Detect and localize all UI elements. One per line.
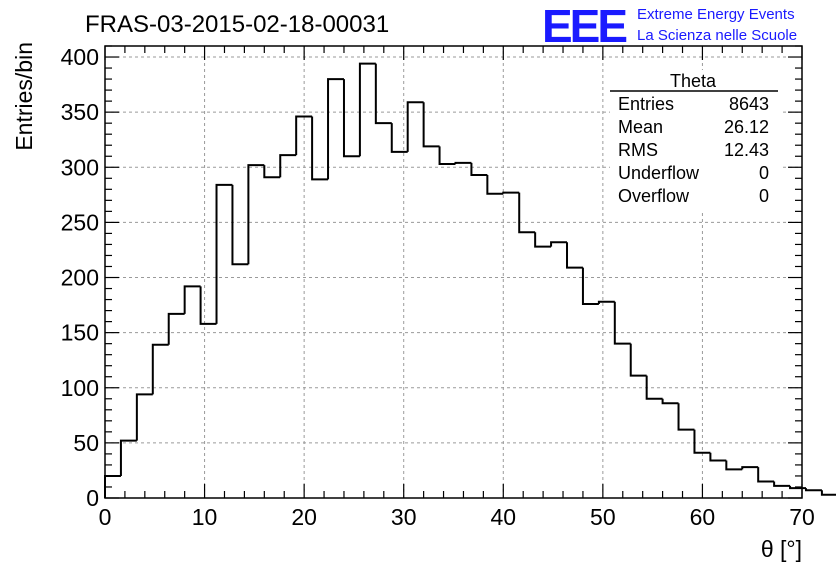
stats-row-value: 0 [759,186,769,206]
histogram-bin [295,115,313,156]
y-tick-label: 100 [61,375,99,401]
histogram-bin [183,285,201,314]
stats-row-label: Mean [618,117,663,137]
histogram-bin [247,164,265,265]
histogram-bin [534,232,552,248]
histogram-bin [645,375,663,400]
histogram-bin [406,101,424,152]
x-tick-label: 70 [789,504,815,530]
histogram-bin [566,242,583,269]
histogram-bin [454,161,472,164]
stats-row-label: Entries [618,94,674,114]
stats-row-value: 12.43 [724,140,769,160]
histogram-bin [693,429,711,454]
histogram-bin [613,301,631,345]
histogram-bin [661,398,679,405]
histogram-bin [470,162,488,176]
histogram-bin [390,123,408,153]
histogram-bin [597,300,615,304]
stats-row-label: RMS [618,140,658,160]
stats-row-value: 8643 [729,94,769,114]
histogram-bin [167,312,185,345]
histogram-bin [629,343,647,377]
eee-branding: EEE Extreme Energy Events La Scienza nel… [542,0,797,52]
histogram-bin [804,488,822,492]
stats-row-value: 26.12 [724,117,769,137]
x-tick-label: 60 [690,504,716,530]
plot-frame [104,45,803,499]
y-tick-label: 200 [61,265,99,291]
stats-box-title: Theta [670,71,717,91]
histogram-bin [518,192,536,234]
y-axis-label: Entries/bin [11,42,37,151]
histogram-bin [231,184,249,266]
histogram-bin [757,467,775,483]
stats-row-value: 0 [759,163,769,183]
x-tick-label: 50 [590,504,616,530]
stats-rows: Entries 8643 Mean 26.12 RMS 12.43 Underflow 0 Ov… [618,94,769,206]
histogram-bin [438,146,456,165]
y-tick-label: 150 [61,320,99,346]
chart-title: FRAS-03-2015-02-18-00031 [85,11,389,38]
x-tick-label: 30 [391,504,417,530]
y-tick-label: 0 [86,485,99,511]
histogram-bin [215,183,233,324]
y-tick-label: 50 [73,430,99,456]
histogram-bin [327,78,344,180]
histogram-bin [502,191,520,194]
histogram-bin [199,286,217,325]
histogram-bin [279,154,297,178]
x-tick-label: 0 [99,504,112,530]
histogram-bin [725,460,743,471]
brand-line-1: Extreme Energy Events [637,6,795,23]
histogram-bin [358,62,376,157]
histogram-bin [422,102,440,148]
y-tick-label: 400 [61,44,99,70]
histogram-bin [119,439,137,476]
stats-row-label: Underflow [618,163,700,183]
stats-box-background [610,70,780,210]
histogram-bin [820,490,836,496]
y-tick-label: 300 [61,154,99,180]
histogram-bin [581,267,599,305]
stats-row-label: Overflow [618,186,690,206]
histogram-bin [550,241,568,247]
histogram-bin [677,403,695,431]
histogram-bin [789,485,806,490]
histogram-bin [709,452,727,462]
histogram-bin [773,481,791,487]
axis-ticks [104,45,803,499]
y-tick-label: 250 [61,209,99,235]
x-tick-labels: 0 10 20 30 40 50 60 70 [99,504,815,530]
brand-line-2: La Scienza nelle Scuole [637,27,797,44]
x-tick-label: 20 [291,504,317,530]
y-tick-label: 350 [61,99,99,125]
grid-lines [105,46,802,498]
x-tick-label: 40 [490,504,516,530]
histogram-bin [151,343,169,395]
histogram-bin [342,79,360,158]
histogram-bin [741,466,759,470]
histogram-bin [374,63,392,125]
x-tick-label: 10 [192,504,218,530]
x-axis-label: θ [°] [761,536,802,562]
histogram-bin [135,393,153,441]
stats-box: Theta Entries 8643 Mean 26.12 RMS 12.43 Underf… [610,70,780,210]
histogram-bin [486,174,504,195]
eee-logo: EEE [542,0,626,52]
y-tick-labels: 0 50 100 150 200 250 300 350 400 [61,44,99,511]
histogram-bin [263,165,281,179]
histogram-bin [311,116,329,181]
